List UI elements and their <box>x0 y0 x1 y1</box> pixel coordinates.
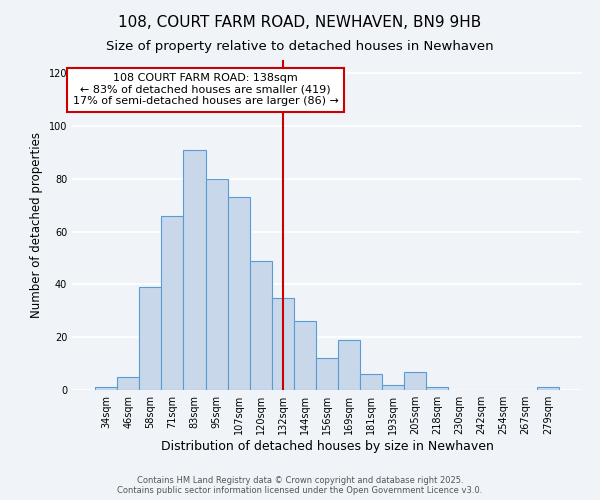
Bar <box>360 374 382 390</box>
Bar <box>316 358 338 390</box>
Y-axis label: Number of detached properties: Number of detached properties <box>30 132 43 318</box>
Bar <box>161 216 184 390</box>
Bar <box>338 340 360 390</box>
Bar <box>95 388 117 390</box>
Bar <box>272 298 294 390</box>
Text: 108 COURT FARM ROAD: 138sqm
← 83% of detached houses are smaller (419)
17% of se: 108 COURT FARM ROAD: 138sqm ← 83% of det… <box>73 73 338 106</box>
Text: Contains HM Land Registry data © Crown copyright and database right 2025.
Contai: Contains HM Land Registry data © Crown c… <box>118 476 482 495</box>
Bar <box>184 150 206 390</box>
Text: 108, COURT FARM ROAD, NEWHAVEN, BN9 9HB: 108, COURT FARM ROAD, NEWHAVEN, BN9 9HB <box>118 15 482 30</box>
Bar <box>206 179 227 390</box>
Bar <box>139 287 161 390</box>
Bar <box>404 372 427 390</box>
Bar <box>537 388 559 390</box>
Bar <box>227 198 250 390</box>
Bar <box>250 260 272 390</box>
Bar <box>294 322 316 390</box>
Bar <box>382 384 404 390</box>
Bar <box>427 388 448 390</box>
Bar <box>117 377 139 390</box>
Text: Size of property relative to detached houses in Newhaven: Size of property relative to detached ho… <box>106 40 494 53</box>
X-axis label: Distribution of detached houses by size in Newhaven: Distribution of detached houses by size … <box>161 440 493 453</box>
